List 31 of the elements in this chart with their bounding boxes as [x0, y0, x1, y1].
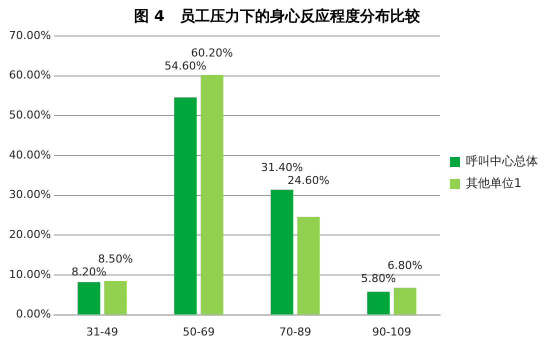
x-tick-label: 50-69: [182, 325, 215, 338]
bar: [104, 280, 127, 314]
y-tick-label: 70.00%: [8, 28, 51, 42]
y-tick-label: 0.00%: [16, 308, 51, 321]
data-label: 6.80%: [388, 259, 422, 272]
bar: [174, 97, 197, 314]
data-label: 5.80%: [360, 272, 396, 286]
chart-title: 图 4 员工压力下的身心反应程度分布比较: [134, 6, 422, 25]
bar: [367, 292, 390, 314]
bar: [200, 75, 224, 314]
data-label: 8.20%: [71, 265, 106, 278]
legend-label: 其他单位1: [466, 176, 522, 190]
y-tick-label: 50.00%: [8, 108, 51, 122]
y-tick-label: 60.00%: [8, 68, 51, 82]
data-label: 54.60%: [164, 59, 206, 72]
legend-label: 呼叫中心总体: [466, 154, 538, 168]
data-label: 60.20%: [191, 46, 233, 60]
y-tick-label: 40.00%: [8, 148, 51, 162]
y-tick-label: 10.00%: [8, 268, 51, 281]
data-label: 8.50%: [98, 252, 133, 266]
x-tick-label: 90-109: [372, 325, 412, 338]
y-tick-label: 20.00%: [8, 228, 51, 241]
bar: [394, 288, 416, 314]
data-label: 31.40%: [260, 161, 303, 174]
bar: [270, 190, 294, 314]
bar: [297, 216, 320, 314]
y-tick-label: 30.00%: [8, 188, 51, 202]
bar: [78, 282, 100, 314]
x-tick-label: 70-89: [279, 325, 312, 338]
data-label: 24.60%: [288, 174, 330, 188]
x-tick-label: 31-49: [86, 325, 118, 338]
